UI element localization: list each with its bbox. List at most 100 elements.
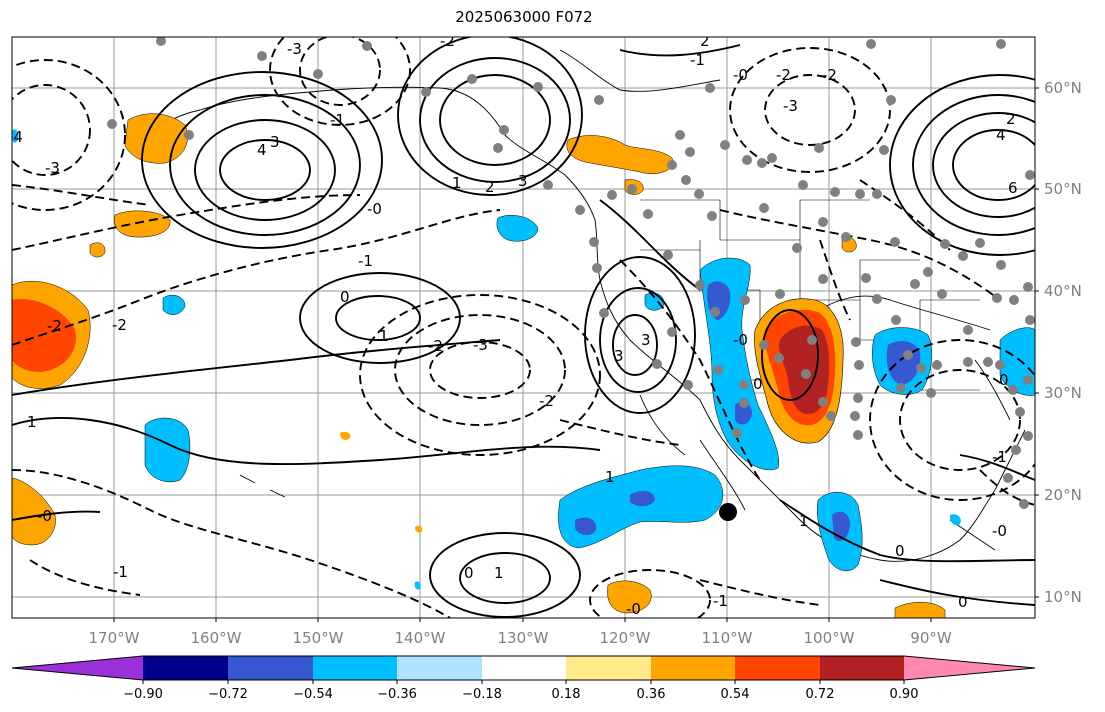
svg-text:-2: -2 [440, 32, 455, 50]
highlight-marker [719, 503, 737, 521]
lon-label: 130°W [498, 629, 549, 647]
colorbar-segment [651, 656, 735, 680]
lat-label: 30°N [1044, 384, 1082, 402]
svg-text:1: 1 [494, 564, 504, 582]
svg-text:4: 4 [257, 141, 267, 159]
omega-shading [12, 113, 1035, 618]
svg-text:-3: -3 [287, 40, 302, 58]
lon-label: 90°W [910, 629, 952, 647]
lat-label: 50°N [1044, 180, 1082, 198]
svg-text:-1: -1 [113, 563, 128, 581]
svg-text:0: 0 [999, 371, 1009, 389]
blue-area [162, 295, 186, 315]
svg-text:-0: -0 [367, 200, 382, 218]
lat-label: 60°N [1044, 79, 1082, 97]
lon-label: 170°W [89, 629, 140, 647]
svg-text:-0: -0 [626, 600, 641, 618]
colorbar-segment [12, 656, 143, 680]
svg-text:-2: -2 [776, 66, 791, 84]
colorbar-tick-label: −0.54 [293, 687, 333, 702]
colorbar-segment [820, 656, 904, 680]
lon-label: 140°W [395, 629, 446, 647]
red-orange-area [12, 299, 76, 372]
orange-area [89, 242, 106, 258]
light-blue-area [340, 431, 351, 441]
svg-text:2: 2 [485, 178, 495, 196]
svg-text:-1: -1 [330, 111, 345, 129]
colorbar-segment [566, 656, 651, 680]
svg-text:-3: -3 [473, 336, 488, 354]
svg-text:0: 0 [895, 542, 905, 560]
royal-blue-area [630, 490, 655, 507]
colorbar-segment [228, 656, 313, 680]
svg-text:-0: -0 [733, 331, 748, 349]
svg-text:-2: -2 [539, 392, 554, 410]
svg-text:3: 3 [270, 133, 280, 151]
orange-area [894, 602, 946, 618]
svg-text:2: 2 [700, 32, 710, 50]
tick-marks [113, 87, 1039, 622]
svg-text:-1: -1 [358, 252, 373, 270]
svg-text:0: 0 [753, 375, 763, 393]
svg-text:-1: -1 [713, 592, 728, 610]
lon-label: 120°W [600, 629, 651, 647]
colorbar-tick-label: −0.36 [377, 687, 417, 702]
dashed-contours [12, 37, 1035, 618]
svg-text:-4: -4 [8, 128, 23, 146]
svg-text:3: 3 [518, 172, 528, 190]
svg-text:-2: -2 [47, 317, 62, 335]
svg-text:1: 1 [799, 512, 809, 530]
colorbar-tick-label: 0.54 [721, 687, 750, 702]
svg-text:2: 2 [1006, 110, 1016, 128]
blue-area [496, 215, 539, 242]
orange-area [415, 525, 423, 533]
svg-text:-2: -2 [428, 337, 443, 355]
svg-text:0: 0 [464, 564, 474, 582]
latitude-labels: 60°N 50°N 40°N 30°N 20°N 10°N [1044, 79, 1082, 606]
solid-contours [12, 37, 1035, 618]
colorbar-segment [397, 656, 482, 680]
svg-text:-0: -0 [37, 507, 52, 525]
colorbar-segment [735, 656, 820, 680]
svg-text:1: 1 [605, 468, 615, 486]
orange-area [114, 210, 171, 238]
colorbar-tick-label: −0.90 [123, 687, 163, 702]
colorbar-tick-label: 0.18 [552, 687, 581, 702]
blue-area [414, 581, 421, 590]
lat-label: 40°N [1044, 282, 1082, 300]
svg-text:-0: -0 [992, 522, 1007, 540]
lon-label: 100°W [804, 629, 855, 647]
svg-text:1: 1 [452, 174, 462, 192]
colorbar-tick-label: −0.18 [462, 687, 502, 702]
svg-text:1: 1 [27, 413, 37, 431]
svg-text:3: 3 [641, 331, 651, 349]
orange-area [566, 135, 674, 174]
colorbar-segment [904, 656, 1035, 680]
colorbar-tick-label: 0.72 [806, 687, 835, 702]
station-markers [107, 37, 1035, 509]
lon-label: 110°W [702, 629, 753, 647]
colorbar-tick-label: 0.90 [890, 687, 919, 702]
blue-area [949, 514, 961, 526]
lon-label: 160°W [191, 629, 242, 647]
svg-text:-2: -2 [112, 316, 127, 334]
map-title: 2025063000 F072 [455, 8, 593, 26]
royal-blue-area [832, 511, 850, 542]
svg-text:-3: -3 [783, 97, 798, 115]
svg-text:1: 1 [379, 327, 389, 345]
blue-area [558, 465, 724, 549]
blue-area [12, 129, 19, 143]
colorbar-tick-label: 0.36 [637, 687, 666, 702]
svg-text:-1: -1 [992, 448, 1007, 466]
royal-blue-area [575, 517, 597, 536]
svg-text:-1: -1 [690, 51, 705, 69]
svg-text:-0: -0 [733, 66, 748, 84]
orange-area [124, 113, 188, 164]
longitude-labels: 170°W 160°W 150°W 140°W 130°W 120°W 110°… [89, 629, 952, 647]
orange-area [12, 477, 56, 546]
contour-labels: -3 -2 -1 4 3 -3 -4 -0 1 2 3 -1 0 1 -2 -2… [8, 32, 1018, 618]
coastlines [19, 49, 1026, 562]
blue-area [144, 417, 191, 483]
lat-label: 10°N [1044, 588, 1082, 606]
svg-text:-3: -3 [45, 159, 60, 177]
